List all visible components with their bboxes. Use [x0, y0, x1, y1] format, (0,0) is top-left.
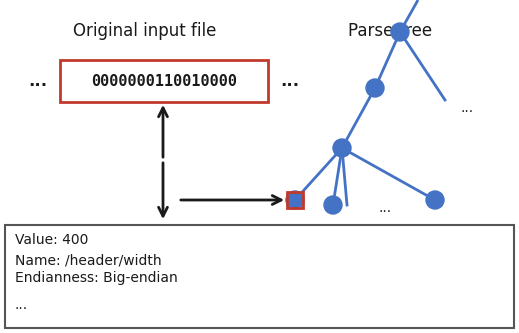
Text: Original input file: Original input file [73, 22, 217, 40]
Text: ...: ... [15, 298, 28, 312]
Text: ...: ... [378, 201, 391, 215]
Circle shape [391, 23, 409, 41]
Bar [60, 60, 268, 102]
Text: ...: ... [280, 72, 299, 90]
Circle shape [426, 191, 444, 209]
Text: Name: /header/width: Name: /header/width [15, 253, 161, 267]
Bar [5, 225, 514, 328]
Circle shape [286, 191, 304, 209]
Circle shape [366, 79, 384, 97]
Text: ...: ... [460, 101, 473, 115]
Text: ...: ... [29, 72, 48, 90]
Text: Endianness: Big-endian: Endianness: Big-endian [15, 271, 177, 285]
Text: Value: 400: Value: 400 [15, 233, 88, 247]
Circle shape [324, 196, 342, 214]
Bar [287, 192, 303, 208]
Text: 0000000110010000: 0000000110010000 [91, 74, 237, 89]
Text: Parse tree: Parse tree [348, 22, 432, 40]
Circle shape [333, 139, 351, 157]
